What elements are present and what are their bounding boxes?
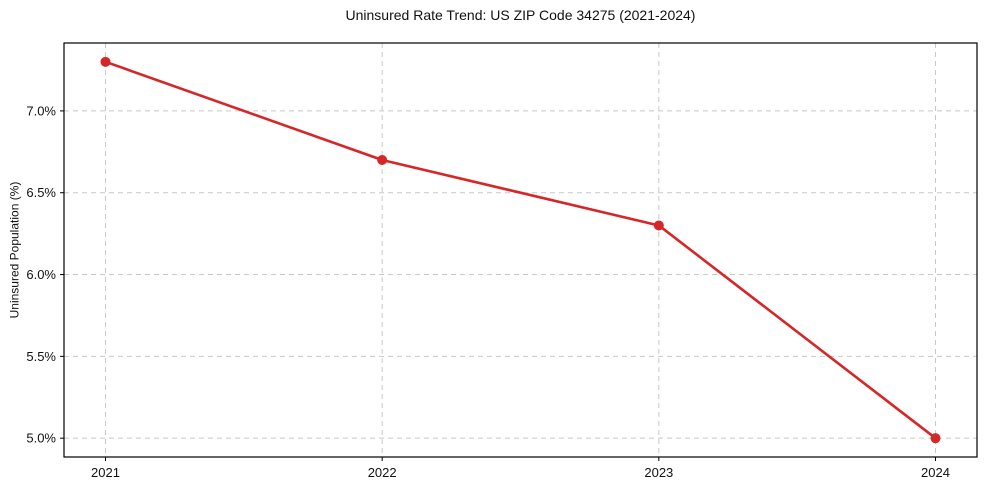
x-tick-label: 2023 bbox=[644, 465, 673, 480]
data-point-marker bbox=[653, 220, 664, 231]
trend-line bbox=[104, 60, 937, 440]
y-tick-label: 6.0% bbox=[26, 267, 56, 282]
x-tick-label: 2022 bbox=[368, 465, 397, 480]
x-tick-label: 2021 bbox=[91, 465, 120, 480]
data-point-marker bbox=[377, 155, 388, 165]
plot-border bbox=[63, 42, 978, 458]
chart-title: Uninsured Rate Trend: US ZIP Code 34275 … bbox=[345, 7, 696, 23]
data-point-marker bbox=[100, 56, 111, 67]
data-point-marker bbox=[930, 433, 941, 444]
y-tick-label: 6.5% bbox=[26, 185, 56, 200]
y-tick-label: 5.5% bbox=[26, 349, 56, 364]
y-tick-label: 5.0% bbox=[26, 431, 56, 446]
y-tick-label: 7.0% bbox=[26, 103, 56, 118]
x-tick-label: 2024 bbox=[921, 465, 950, 480]
